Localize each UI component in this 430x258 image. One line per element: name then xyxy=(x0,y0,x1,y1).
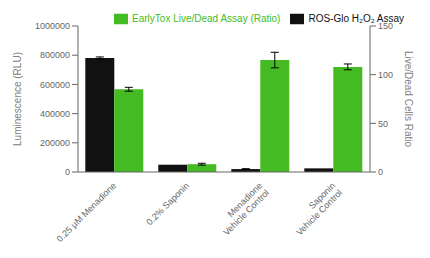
svg-text:1000000: 1000000 xyxy=(35,21,70,31)
svg-text:Luminescence (RLU): Luminescence (RLU) xyxy=(12,52,23,146)
svg-text:150: 150 xyxy=(378,21,393,31)
html-text:ROS-Glo H₂O₂ Assay: ROS-Glo H₂O₂ Assay xyxy=(308,12,404,24)
svg-text:0: 0 xyxy=(378,167,383,177)
svg-text:50: 50 xyxy=(378,119,388,129)
svg-text:SaponinVehicle Control: SaponinVehicle Control xyxy=(287,181,344,238)
svg-text:0.2% Saponin: 0.2% Saponin xyxy=(144,181,191,228)
svg-text:100: 100 xyxy=(378,70,393,80)
svg-text:400000: 400000 xyxy=(40,109,70,119)
svg-text:800000: 800000 xyxy=(40,50,70,60)
svg-text:200000: 200000 xyxy=(40,138,70,148)
svg-text:MenadioneVehicle Control: MenadioneVehicle Control xyxy=(214,181,271,238)
svg-text:600000: 600000 xyxy=(40,80,70,90)
svg-text:0.25 μM Menadione: 0.25 μM Menadione xyxy=(55,181,118,244)
svg-text:0: 0 xyxy=(65,167,70,177)
html-text:EarlyTox Live/Dead Assay (Rati: EarlyTox Live/Dead Assay (Ratio) xyxy=(132,12,281,24)
svg-text:Live/Dead Cells Ratio: Live/Dead Cells Ratio xyxy=(403,51,414,148)
